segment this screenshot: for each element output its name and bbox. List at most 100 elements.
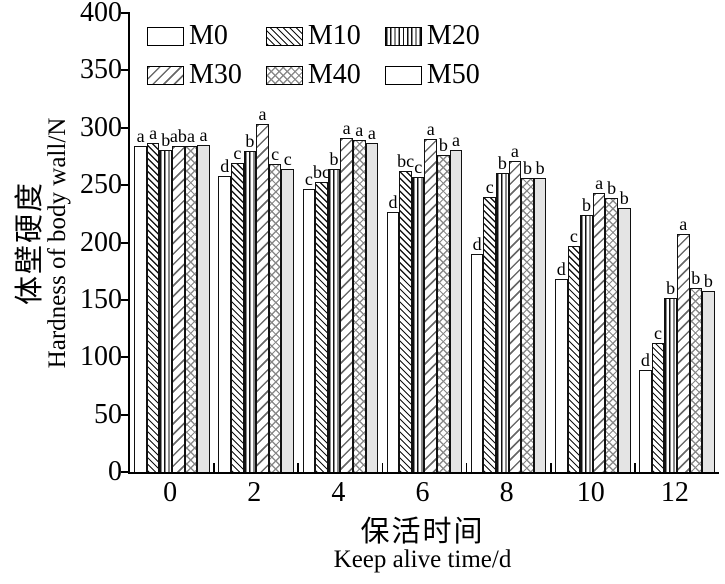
sig-letter-M40-day-4: a <box>355 120 364 141</box>
bar-M40-day-6: b <box>437 136 450 472</box>
bar-M40-day-2: c <box>268 145 282 472</box>
sig-letter-M10-day-10: c <box>569 225 578 246</box>
bar-M20-day-4: b <box>327 150 341 472</box>
legend-label-M40: M40 <box>307 59 361 90</box>
legend-item-M30: M30 <box>147 59 242 91</box>
bar-M30-day-6: a <box>424 120 438 472</box>
y-tick-100 <box>121 356 130 359</box>
sig-letter-M40-day-10: b <box>607 177 617 198</box>
x-tick-label-6: 6 <box>415 477 430 508</box>
bar-M50-day-10: b <box>617 189 631 472</box>
y-tick-label-400: 400 <box>80 0 122 28</box>
sig-letter-M40-day-6: b <box>438 135 448 156</box>
sig-letter-M0-day-6: d <box>388 191 398 212</box>
bar-M0-day-4: c <box>302 170 316 472</box>
sig-letter-M50-day-8: b <box>535 158 545 179</box>
sig-letter-M30-day-6: a <box>426 119 435 140</box>
bar-M50-day-6: a <box>449 131 463 472</box>
bar-M40-day-4: a <box>352 121 366 472</box>
legend-item-M20: M20 <box>384 20 480 52</box>
y-tick-400 <box>121 12 130 14</box>
bar-M0-day-12: d <box>639 351 652 472</box>
bar-M20-day-8: b <box>496 154 509 472</box>
sig-letter-M10-day-12: c <box>654 323 663 344</box>
x-tick-label-12: 12 <box>660 477 689 508</box>
x-boundary-tick-5 <box>549 463 552 472</box>
bar-M10-day-0: a <box>146 124 160 472</box>
sig-letter-M40-day-8: b <box>523 158 533 179</box>
y-tick-label-100: 100 <box>80 341 122 373</box>
sig-letter-M50-day-4: a <box>367 122 376 143</box>
y-tick-label-250: 250 <box>80 169 122 201</box>
sig-letter-M10-day-0: a <box>149 122 158 143</box>
legend-label-M50: M50 <box>426 59 480 90</box>
sig-letter-M40-day-0: a <box>186 126 195 147</box>
x-tick-label-4: 4 <box>331 477 346 508</box>
x-axis-label-en: Keep alive time/d <box>333 546 512 573</box>
bar-M50-day-8: b <box>533 159 547 472</box>
y-tick-label-0: 0 <box>108 456 122 487</box>
bar-M20-day-6: c <box>411 158 425 472</box>
sig-letter-M10-day-8: c <box>485 176 494 197</box>
bar-M40-day-0: a <box>184 127 198 472</box>
bar-M20-day-2: b <box>243 132 257 472</box>
sig-letter-M30-day-4: a <box>342 118 351 139</box>
bar-M30-day-10: a <box>592 174 606 472</box>
x-boundary-tick-1 <box>213 463 215 472</box>
legend-label-M0: M0 <box>189 20 228 51</box>
y-tick-250 <box>121 184 130 187</box>
x-boundary-tick-4 <box>465 463 468 472</box>
bar-M30-day-2: a <box>256 105 269 472</box>
x-axis-label-zh: 保活时间 <box>360 516 485 548</box>
sig-letter-M50-day-6: a <box>451 129 460 150</box>
bar-M10-day-10: c <box>567 227 581 472</box>
sig-letter-M10-day-4: bc <box>312 161 330 182</box>
sig-letter-M20-day-4: b <box>329 149 339 170</box>
sig-letter-M50-day-0: a <box>199 124 208 145</box>
y-tick-label-200: 200 <box>80 226 122 258</box>
sig-letter-M30-day-12: a <box>679 214 688 235</box>
bar-M10-day-4: bc <box>313 163 330 472</box>
sig-letter-M20-day-6: c <box>414 157 423 178</box>
sig-letter-M30-day-2: a <box>258 104 267 125</box>
sig-letter-M50-day-2: c <box>283 149 292 170</box>
bar-M20-day-10: b <box>580 196 593 472</box>
legend-label-M20: M20 <box>426 20 480 51</box>
y-tick-300 <box>121 126 130 129</box>
sig-letter-M30-day-10: a <box>595 173 604 194</box>
bar-group-day-4: c bc b a a a <box>298 13 382 472</box>
legend-item-M40: M40 <box>265 59 361 91</box>
x-boundary-tick-6 <box>634 463 636 472</box>
legend-swatch-M0 <box>147 26 184 46</box>
y-tick-label-50: 50 <box>94 398 122 430</box>
bar-M40-day-8: b <box>521 159 534 472</box>
bar-group-day-0: a a b ab a a <box>130 13 214 472</box>
sig-letter-M0-day-8: d <box>472 233 482 254</box>
bar-M10-day-8: c <box>483 178 497 472</box>
plot-area: a a b ab a a d c b a c c c bc b a a a d bc c a b a d c b a b b d c b a b b d… <box>121 12 719 474</box>
y-tick-label-150: 150 <box>80 283 122 315</box>
legend-item-M50: M50 <box>384 59 480 91</box>
legend-swatch-M20 <box>384 26 422 46</box>
x-tick-label-10: 10 <box>576 477 605 508</box>
x-boundary-tick-2 <box>297 463 300 472</box>
sig-letter-M30-day-8: a <box>510 141 519 162</box>
bar-M0-day-2: d <box>218 157 232 472</box>
legend-item-M10: M10 <box>265 20 361 52</box>
legend: M0 M10 M20 M30 M40 M50 <box>147 20 480 91</box>
bar-group-day-6: d bc c a b a <box>382 13 466 472</box>
legend-label-M10: M10 <box>307 20 361 51</box>
y-tick-200 <box>121 241 130 244</box>
sig-letter-M20-day-0: b <box>161 129 171 150</box>
bar-M10-day-6: bc <box>397 152 414 472</box>
sig-letter-M50-day-12: b <box>703 270 713 291</box>
sig-letter-M40-day-12: b <box>691 268 701 289</box>
bar-M30-day-4: a <box>340 119 353 472</box>
y-tick-0 <box>121 471 130 473</box>
bar-M0-day-10: d <box>554 260 568 472</box>
bar-M10-day-2: c <box>231 144 244 472</box>
